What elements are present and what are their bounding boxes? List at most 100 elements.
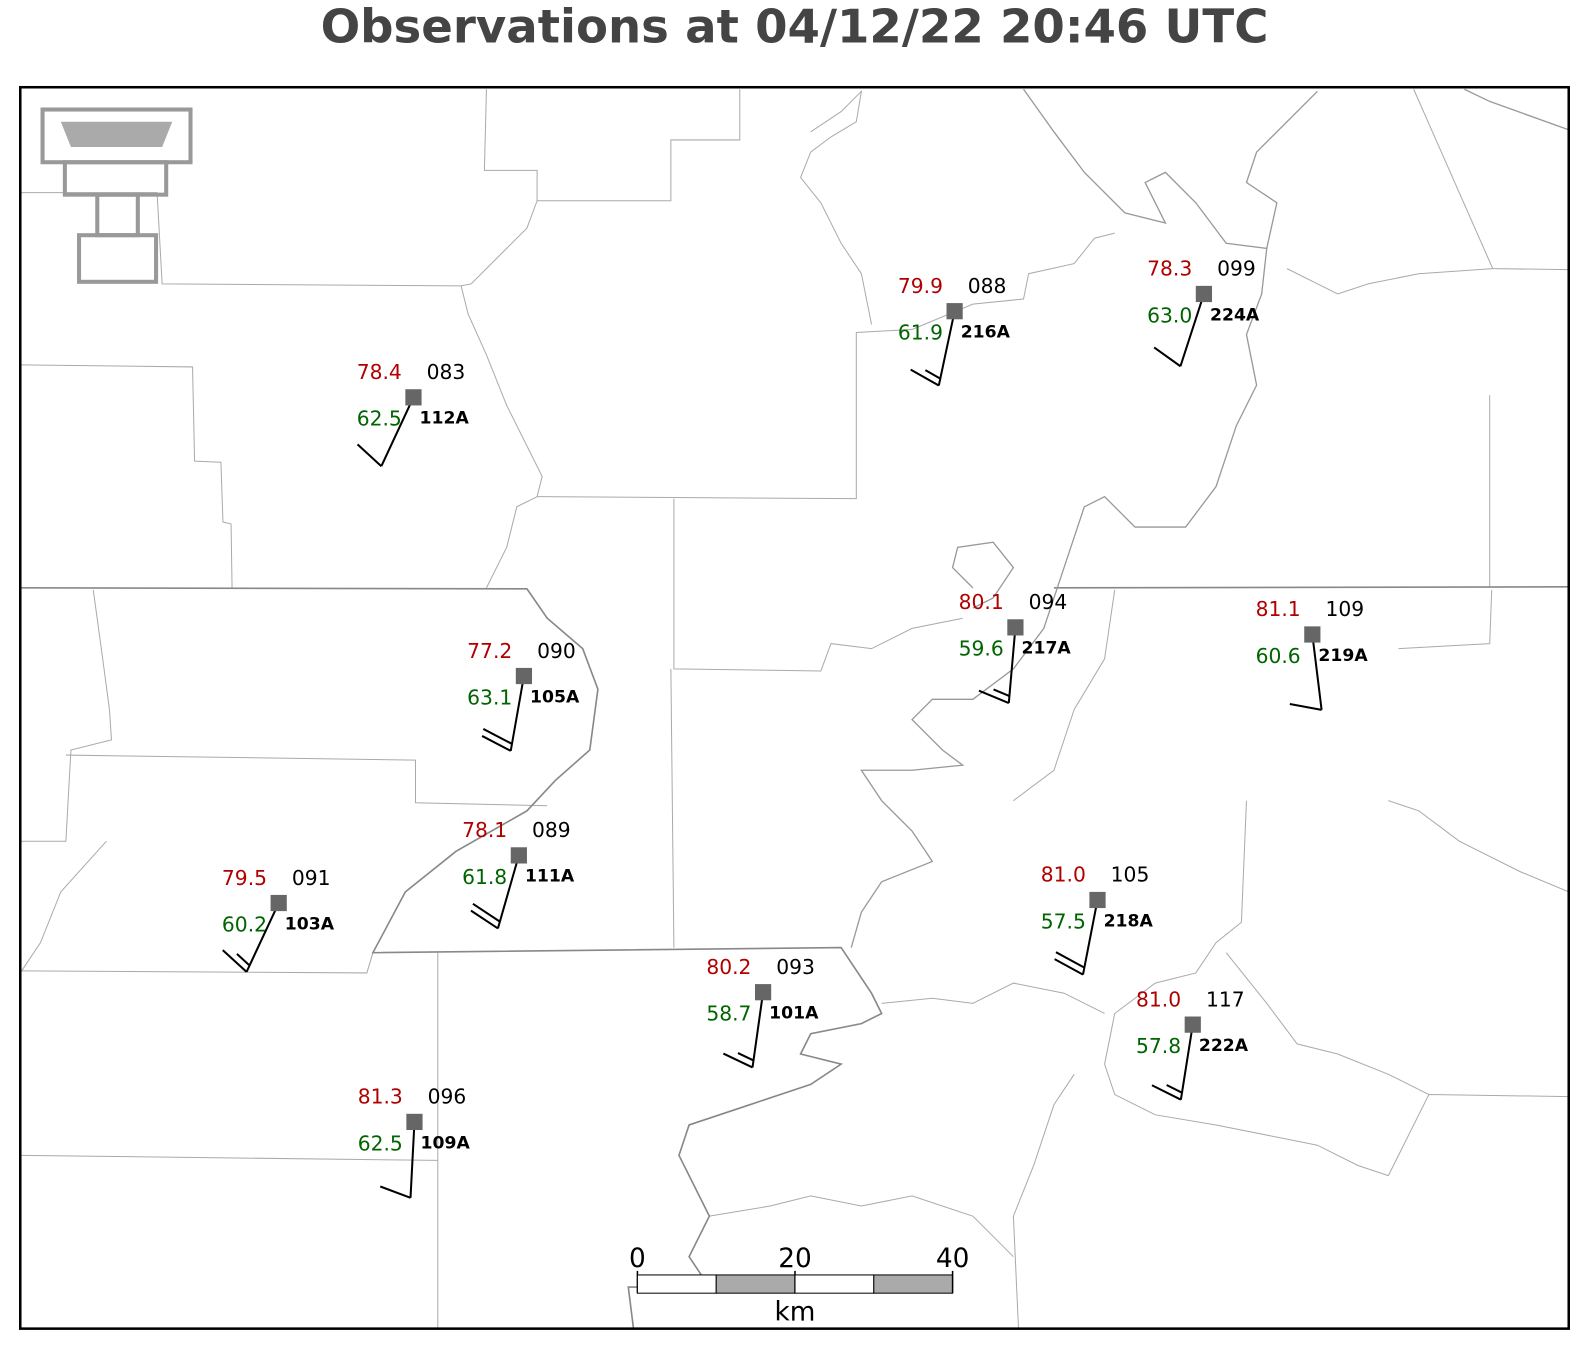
county-line [673, 498, 963, 672]
scale-segment [715, 1274, 796, 1294]
station-id: 103A [285, 914, 335, 934]
scale-tick-label: 20 [778, 1244, 812, 1274]
dewpoint: 58.7 [706, 1002, 751, 1026]
dewpoint: 57.8 [1136, 1034, 1181, 1058]
scale-bar: 0 20 40 km [629, 1244, 969, 1328]
pressure: 091 [292, 866, 331, 890]
temperature: 80.2 [706, 955, 751, 979]
county-line [537, 232, 1115, 500]
station-id: 112A [420, 409, 470, 429]
station-id: 111A [525, 867, 575, 887]
station-marker [1007, 619, 1024, 636]
county-line [800, 89, 873, 325]
county-line [20, 1154, 438, 1161]
dewpoint: 62.5 [357, 407, 402, 431]
wind-barb [470, 855, 520, 930]
logo-shade [60, 121, 173, 148]
temperature: 81.0 [1136, 987, 1181, 1011]
station-marker [1089, 891, 1106, 909]
county-line [483, 89, 741, 202]
wind-barb [1054, 899, 1099, 976]
county-line [20, 192, 543, 589]
pressure: 088 [968, 274, 1007, 298]
station-marker [515, 667, 533, 685]
stations: 78.4 083 62.5 112A 79.9 088 61.9 216A 78.3 099 63.… [222, 257, 1368, 1199]
temperature: 77.2 [467, 639, 512, 663]
scale-segment [873, 1274, 954, 1294]
pressure: 117 [1206, 987, 1245, 1011]
pressure: 099 [1217, 257, 1256, 281]
pressure: 105 [1111, 863, 1150, 887]
dewpoint: 59.6 [959, 637, 1004, 661]
county-line [1013, 589, 1116, 802]
dewpoint: 57.5 [1041, 909, 1086, 933]
county-line [65, 754, 548, 807]
station-marker [754, 984, 772, 1001]
scale-segment [636, 1274, 717, 1294]
pressure: 083 [427, 360, 466, 384]
map-title: Observations at 04/12/22 20:46 UTC [321, 0, 1269, 54]
pressure: 096 [428, 1085, 467, 1109]
station-marker [1195, 285, 1213, 303]
station-id: 219A [1318, 646, 1368, 666]
temperature: 78.3 [1147, 257, 1192, 281]
station-marker [1184, 1016, 1201, 1033]
county-line [20, 589, 113, 842]
dewpoint: 60.6 [1256, 644, 1301, 668]
station-id: 105A [530, 687, 580, 707]
wind-barb [379, 1121, 416, 1199]
logo [40, 107, 193, 284]
county-line [20, 364, 233, 588]
county-line [709, 1195, 1014, 1258]
county-line [1225, 952, 1430, 1096]
temperature: 81.3 [358, 1085, 403, 1109]
county-line [670, 668, 675, 948]
temperature: 79.5 [222, 866, 267, 890]
temperature: 81.0 [1041, 863, 1086, 887]
logo-stem [95, 192, 140, 238]
state-border [20, 587, 883, 1328]
station-marker [406, 1113, 423, 1131]
wind-barb [910, 310, 956, 387]
river [850, 248, 1268, 948]
wind-barb [722, 992, 765, 1069]
logo-bar [62, 160, 169, 197]
station-id: 217A [1022, 639, 1072, 659]
dewpoint: 61.8 [462, 865, 507, 889]
station-marker [270, 894, 287, 912]
dewpoint: 63.1 [467, 685, 512, 709]
scale-tick-label: 0 [629, 1244, 646, 1274]
county-line [1492, 268, 1569, 271]
temperature: 80.1 [959, 590, 1004, 614]
wind-barb [978, 627, 1017, 705]
county-line [19, 840, 107, 974]
pressure: 090 [537, 639, 576, 663]
dewpoint: 60.2 [222, 912, 267, 936]
county-line [1012, 1074, 1075, 1328]
station-id: 222A [1199, 1036, 1249, 1056]
station-id: 224A [1210, 305, 1260, 325]
wind-barb [222, 902, 280, 973]
river [1022, 88, 1318, 250]
dewpoint: 62.5 [358, 1131, 403, 1155]
scale-tick-label: 40 [936, 1244, 970, 1274]
station-marker [946, 303, 963, 320]
pressure: 089 [532, 818, 571, 842]
county-line [1398, 589, 1493, 650]
temperature: 81.1 [1256, 597, 1301, 621]
station-marker [510, 847, 527, 864]
wind-barb [481, 675, 525, 752]
county-line [1286, 268, 1493, 295]
dewpoint: 61.9 [898, 321, 943, 345]
scale-segment [794, 1274, 875, 1294]
pressure: 093 [776, 955, 815, 979]
station-id: 218A [1104, 911, 1154, 931]
state-border [1053, 586, 1569, 589]
county-line [1413, 89, 1494, 269]
wind-barb [1153, 293, 1205, 368]
temperature: 78.4 [357, 360, 402, 384]
station-id: 216A [961, 323, 1011, 343]
wind-barb [1151, 1024, 1194, 1101]
